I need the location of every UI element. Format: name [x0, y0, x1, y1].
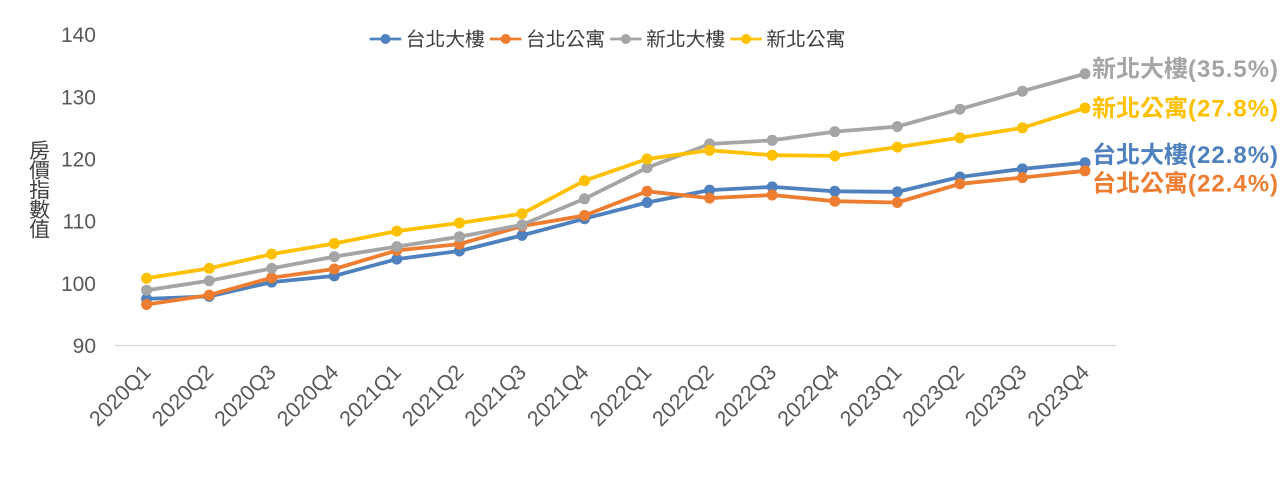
svg-text:120: 120 [61, 149, 96, 172]
svg-text:2023Q2: 2023Q2 [898, 360, 969, 431]
svg-text:2021Q4: 2021Q4 [522, 360, 593, 431]
svg-text:2021Q3: 2021Q3 [460, 360, 531, 431]
svg-text:2022Q4: 2022Q4 [773, 360, 844, 431]
svg-text:(35.5%): (35.5%) [1188, 56, 1279, 83]
svg-text:140: 140 [61, 24, 96, 47]
svg-text:2021Q1: 2021Q1 [335, 360, 406, 431]
svg-text:90: 90 [73, 335, 96, 358]
svg-text:2022Q1: 2022Q1 [585, 360, 656, 431]
svg-text:130: 130 [61, 86, 96, 109]
svg-text:2021Q2: 2021Q2 [397, 360, 468, 431]
svg-text:2022Q3: 2022Q3 [710, 360, 781, 431]
svg-text:2022Q2: 2022Q2 [648, 360, 719, 431]
svg-text:110: 110 [63, 211, 96, 234]
svg-text:100: 100 [61, 273, 96, 296]
svg-text:2020Q4: 2020Q4 [272, 360, 343, 431]
svg-text:(22.8%): (22.8%) [1188, 142, 1279, 169]
svg-text:2020Q2: 2020Q2 [147, 360, 218, 431]
svg-text:(22.4%): (22.4%) [1188, 171, 1279, 198]
svg-text:2020Q3: 2020Q3 [210, 360, 281, 431]
svg-text:2020Q1: 2020Q1 [85, 360, 156, 431]
svg-text:2023Q4: 2023Q4 [1023, 360, 1094, 431]
svg-text:(27.8%): (27.8%) [1188, 96, 1279, 123]
svg-text:2023Q3: 2023Q3 [960, 360, 1031, 431]
svg-text:2023Q1: 2023Q1 [835, 360, 906, 431]
